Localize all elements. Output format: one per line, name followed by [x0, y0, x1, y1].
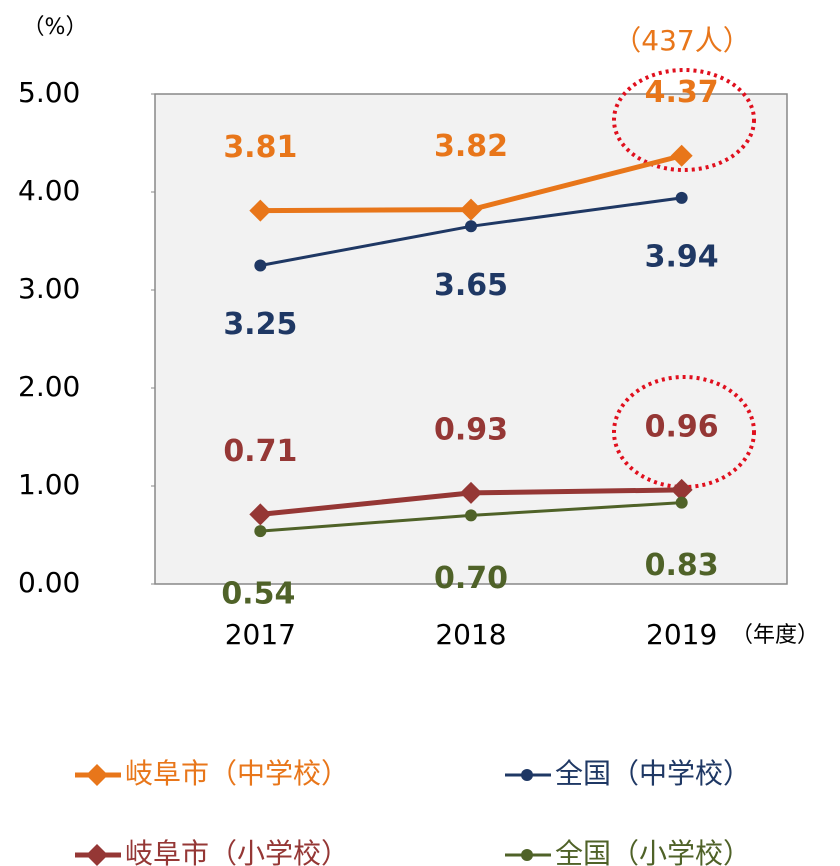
data-point: [670, 478, 693, 501]
data-label: 0.70: [434, 561, 508, 596]
data-label: 0.83: [645, 548, 719, 583]
legend-label: 岐阜市（中学校）: [125, 757, 349, 790]
data-label: 3.82: [434, 129, 508, 164]
data-label: 0.96: [645, 409, 719, 444]
x-tick-label: 2019: [646, 618, 717, 651]
data-point: [675, 496, 688, 509]
x-tick-label: 2017: [225, 618, 296, 651]
y-tick-label: 5.00: [18, 76, 80, 109]
data-label: 3.65: [434, 268, 508, 303]
y-tick-label: 2.00: [18, 370, 80, 403]
data-label: 0.54: [221, 577, 295, 612]
data-point: [249, 503, 272, 526]
highlight-circle: [612, 68, 756, 172]
legend-label: 全国（中学校）: [555, 757, 751, 790]
data-label: 0.93: [434, 412, 508, 447]
y-tick-label: 4.00: [18, 174, 80, 207]
data-point: [465, 509, 477, 522]
data-label: 0.71: [223, 434, 297, 469]
x-axis-label: （年度）: [731, 623, 819, 648]
data-point: [675, 191, 688, 204]
x-tick-label: 2018: [435, 618, 506, 651]
data-point: [460, 481, 482, 504]
data-point: [254, 525, 267, 538]
y-tick-label: 1.00: [18, 468, 80, 501]
data-point: [460, 198, 482, 221]
data-point: [670, 144, 693, 167]
annotation: （437人）: [613, 24, 750, 57]
data-point: [465, 220, 477, 233]
data-label: 4.37: [645, 75, 719, 110]
legend-label: 全国（小学校）: [555, 837, 751, 866]
data-label: 3.25: [223, 307, 297, 342]
y-tick-label: 0.00: [18, 566, 80, 599]
data-point: [254, 259, 267, 272]
y-tick-label: 3.00: [18, 272, 80, 305]
data-label: 3.81: [223, 130, 297, 165]
y-unit-label: （%）: [23, 15, 88, 40]
data-label: 3.94: [645, 239, 719, 274]
legend-label: 岐阜市（小学校）: [125, 837, 349, 866]
data-point: [249, 199, 272, 222]
